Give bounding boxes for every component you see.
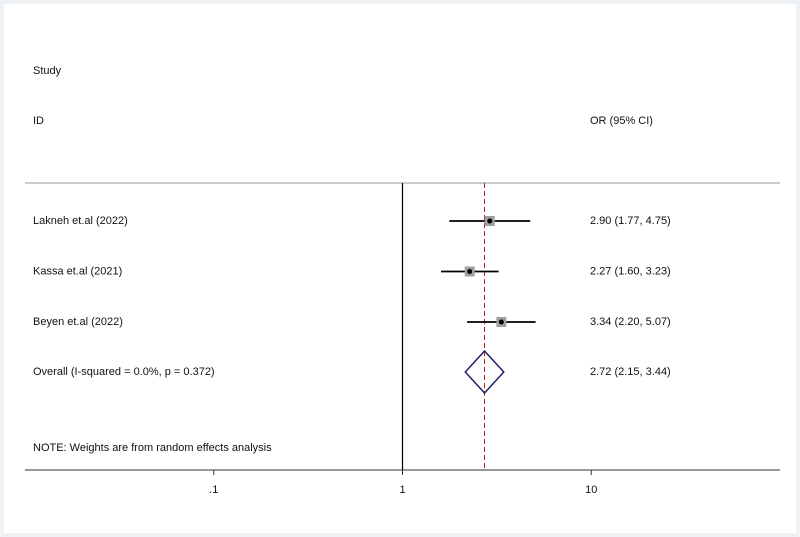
point (498, 319, 504, 325)
header-study: Study (33, 65, 62, 77)
overall-label: 2.72 (2.15, 3.44) (590, 366, 671, 378)
point (487, 218, 493, 224)
effect-label: 2.90 (1.77, 4.75) (590, 215, 671, 227)
effect-label: 3.34 (2.20, 5.07) (590, 316, 671, 328)
study-name: Lakneh et.al (2022) (33, 215, 128, 227)
point (467, 269, 473, 274)
study-name: Kassa et.al (2021) (33, 265, 122, 277)
x-tick-label: 10 (585, 484, 597, 496)
study-name: Beyen et.al (2022) (33, 316, 123, 328)
x-tick-label: 1 (399, 484, 405, 496)
overall-name: Overall (I-squared = 0.0%, p = 0.372) (33, 366, 215, 378)
header-effect: OR (95% CI) (590, 115, 653, 127)
header-id: ID (33, 115, 44, 127)
panel (4, 4, 796, 533)
effect-label: 2.27 (1.60, 3.23) (590, 265, 671, 277)
x-tick-label: .1 (209, 484, 218, 496)
overall-diamond (464, 349, 505, 395)
note: NOTE: Weights are from random effects an… (33, 442, 272, 454)
